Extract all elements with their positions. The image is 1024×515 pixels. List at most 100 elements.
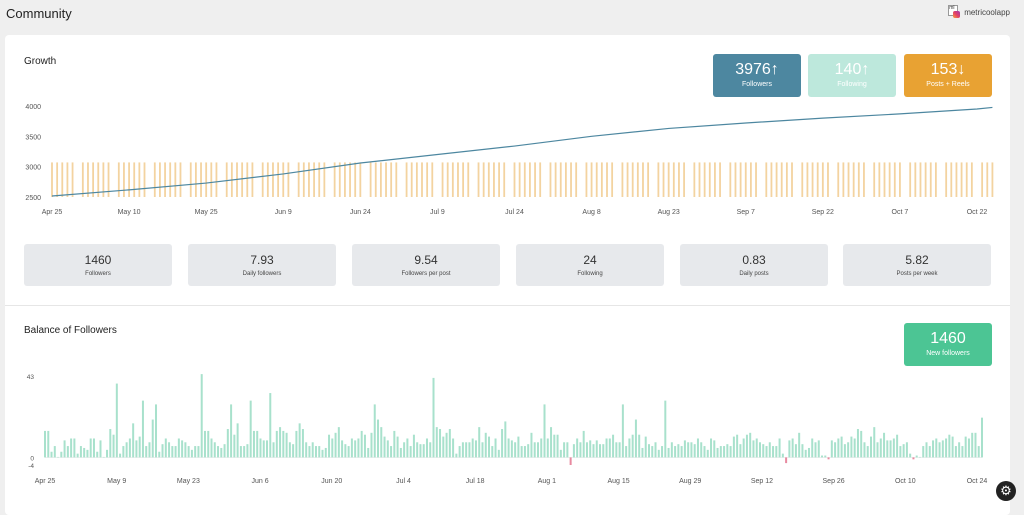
x-tick-label: Jun 20 [321, 478, 342, 485]
balance-bar [63, 440, 66, 458]
kpi-followers[interactable]: 3976↑ Followers [713, 54, 801, 97]
balance-bar [605, 438, 608, 458]
balance-bar [425, 438, 428, 458]
post-bar [780, 162, 783, 197]
post-bar [621, 162, 624, 197]
balance-bar [843, 444, 846, 458]
post-bar [816, 162, 819, 197]
balance-bar [70, 438, 73, 458]
balance-bar-negative [569, 457, 572, 465]
kpi-following[interactable]: 140↑ Following [808, 54, 896, 97]
account-switcher[interactable]: ml metricoolapp [948, 5, 1010, 19]
balance-bar [269, 393, 272, 458]
post-bar [200, 162, 202, 197]
kpi-followers-value: 3976 [735, 61, 771, 78]
balance-bar [481, 442, 484, 458]
settings-gear-button[interactable]: ⚙ [996, 481, 1016, 501]
balance-bar [461, 442, 464, 458]
balance-bar [357, 438, 360, 458]
balance-bar [360, 430, 363, 458]
balance-bar [527, 444, 530, 458]
post-bar [282, 162, 285, 197]
post-bar [159, 162, 161, 197]
balance-bar [53, 446, 56, 458]
balance-bar [171, 446, 174, 458]
balance-bar [661, 446, 664, 458]
instagram-glyph [953, 11, 961, 18]
balance-bar [86, 449, 89, 458]
balance-bar [768, 442, 771, 458]
post-bar [421, 162, 423, 197]
balance-bar [713, 440, 716, 458]
post-bar [662, 162, 665, 197]
balance-bar [184, 442, 187, 458]
stat-value: 24 [583, 253, 597, 267]
kpi-new-followers[interactable]: 1460 New followers [904, 323, 992, 366]
balance-bar [801, 444, 804, 458]
balance-bar-negative [827, 457, 830, 460]
balance-bar [667, 447, 670, 458]
x-tick-label: Jun 24 [350, 209, 371, 216]
y-tick-label: 43 [27, 374, 35, 381]
balance-bar [821, 455, 824, 458]
balance-bar [318, 446, 321, 458]
post-bar [970, 162, 973, 197]
balance-bar [194, 446, 197, 458]
post-bar [626, 162, 629, 197]
balance-bar [301, 429, 304, 458]
post-bar [585, 162, 588, 197]
post-bar [667, 162, 670, 197]
balance-bar [246, 444, 249, 458]
post-bar [785, 162, 788, 197]
post-bar [847, 162, 850, 197]
post-bar [893, 162, 896, 197]
balance-bar [148, 442, 151, 458]
balance-bar [742, 438, 745, 458]
balance-bar [439, 429, 442, 458]
balance-bar [435, 427, 438, 458]
x-tick-label: Sep 7 [737, 209, 755, 216]
post-bar [811, 162, 814, 197]
post-bar [945, 162, 948, 197]
post-bar [66, 162, 69, 197]
balance-bar [876, 442, 879, 458]
balance-bar [370, 432, 373, 458]
balance-bar [540, 438, 543, 458]
balance-bar [282, 430, 285, 458]
balance-bar [314, 446, 317, 458]
x-tick-label: May 9 [107, 478, 126, 485]
x-tick-label: Sep 22 [812, 209, 834, 216]
balance-bar [781, 453, 784, 458]
balance-bar [915, 455, 918, 458]
post-bar [462, 162, 465, 197]
followers-line [51, 106, 993, 197]
post-bar [323, 162, 326, 197]
post-bar [960, 162, 963, 197]
balance-bar [791, 438, 794, 458]
post-bar [950, 162, 953, 197]
stat-value: 9.54 [414, 253, 438, 267]
post-bar [529, 162, 531, 197]
balance-bar [853, 438, 856, 458]
stat-followers: 1460 Followers [24, 244, 172, 286]
stat-daily-followers: 7.93 Daily followers [188, 244, 336, 286]
balance-bar [158, 451, 161, 458]
post-bar [929, 162, 932, 197]
balance-bar [96, 451, 99, 458]
balance-bar [863, 442, 866, 458]
balance-bar [331, 438, 334, 458]
balance-bar [850, 436, 853, 458]
post-bar [349, 162, 351, 197]
kpi-posts-reels[interactable]: 153↓ Posts + Reels [904, 54, 992, 97]
x-tick-label: Oct 10 [895, 478, 916, 485]
x-tick-label: Sep 12 [751, 478, 773, 485]
post-bar [385, 162, 387, 197]
growth-chart: 2500 3000 3500 4000 Apr 25 May 10 May 25 Jun 9 J… [25, 104, 994, 216]
y-tick-label: 2500 [25, 195, 41, 202]
balance-bar [905, 442, 908, 458]
x-tick-label: Apr 25 [42, 209, 63, 216]
balance-bar [494, 438, 497, 458]
balance-bar [102, 456, 105, 458]
post-bar [308, 162, 310, 197]
top-bar: Community ml metricoolapp [0, 0, 1024, 30]
